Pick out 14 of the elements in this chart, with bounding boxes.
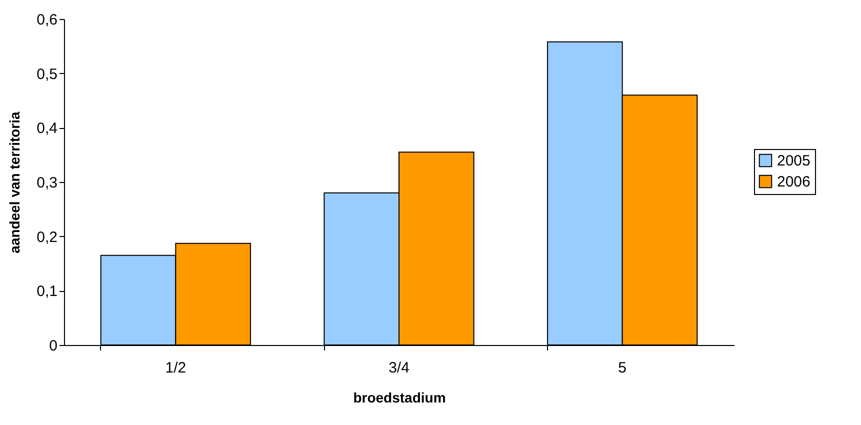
y-tick-label: 0,3 <box>36 174 58 192</box>
legend-label: 2006 <box>777 174 810 190</box>
y-tick-label: 0,4 <box>36 120 58 138</box>
x-axis-title: broedstadium <box>353 390 446 406</box>
x-tick-label: 5 <box>618 360 627 376</box>
y-tick-label: 0 <box>49 338 58 354</box>
y-tick-label: 0,6 <box>36 12 58 28</box>
x-tick-label: 1/2 <box>165 360 186 376</box>
legend-label: 2005 <box>777 152 810 170</box>
y-tick-label: 0,1 <box>36 283 58 300</box>
y-tick-label: 0,2 <box>36 228 58 246</box>
x-tick-label: 3/4 <box>388 360 410 376</box>
y-tick-label: 0,5 <box>36 66 58 83</box>
y-axis-title: aandeel van territoria <box>6 111 23 254</box>
